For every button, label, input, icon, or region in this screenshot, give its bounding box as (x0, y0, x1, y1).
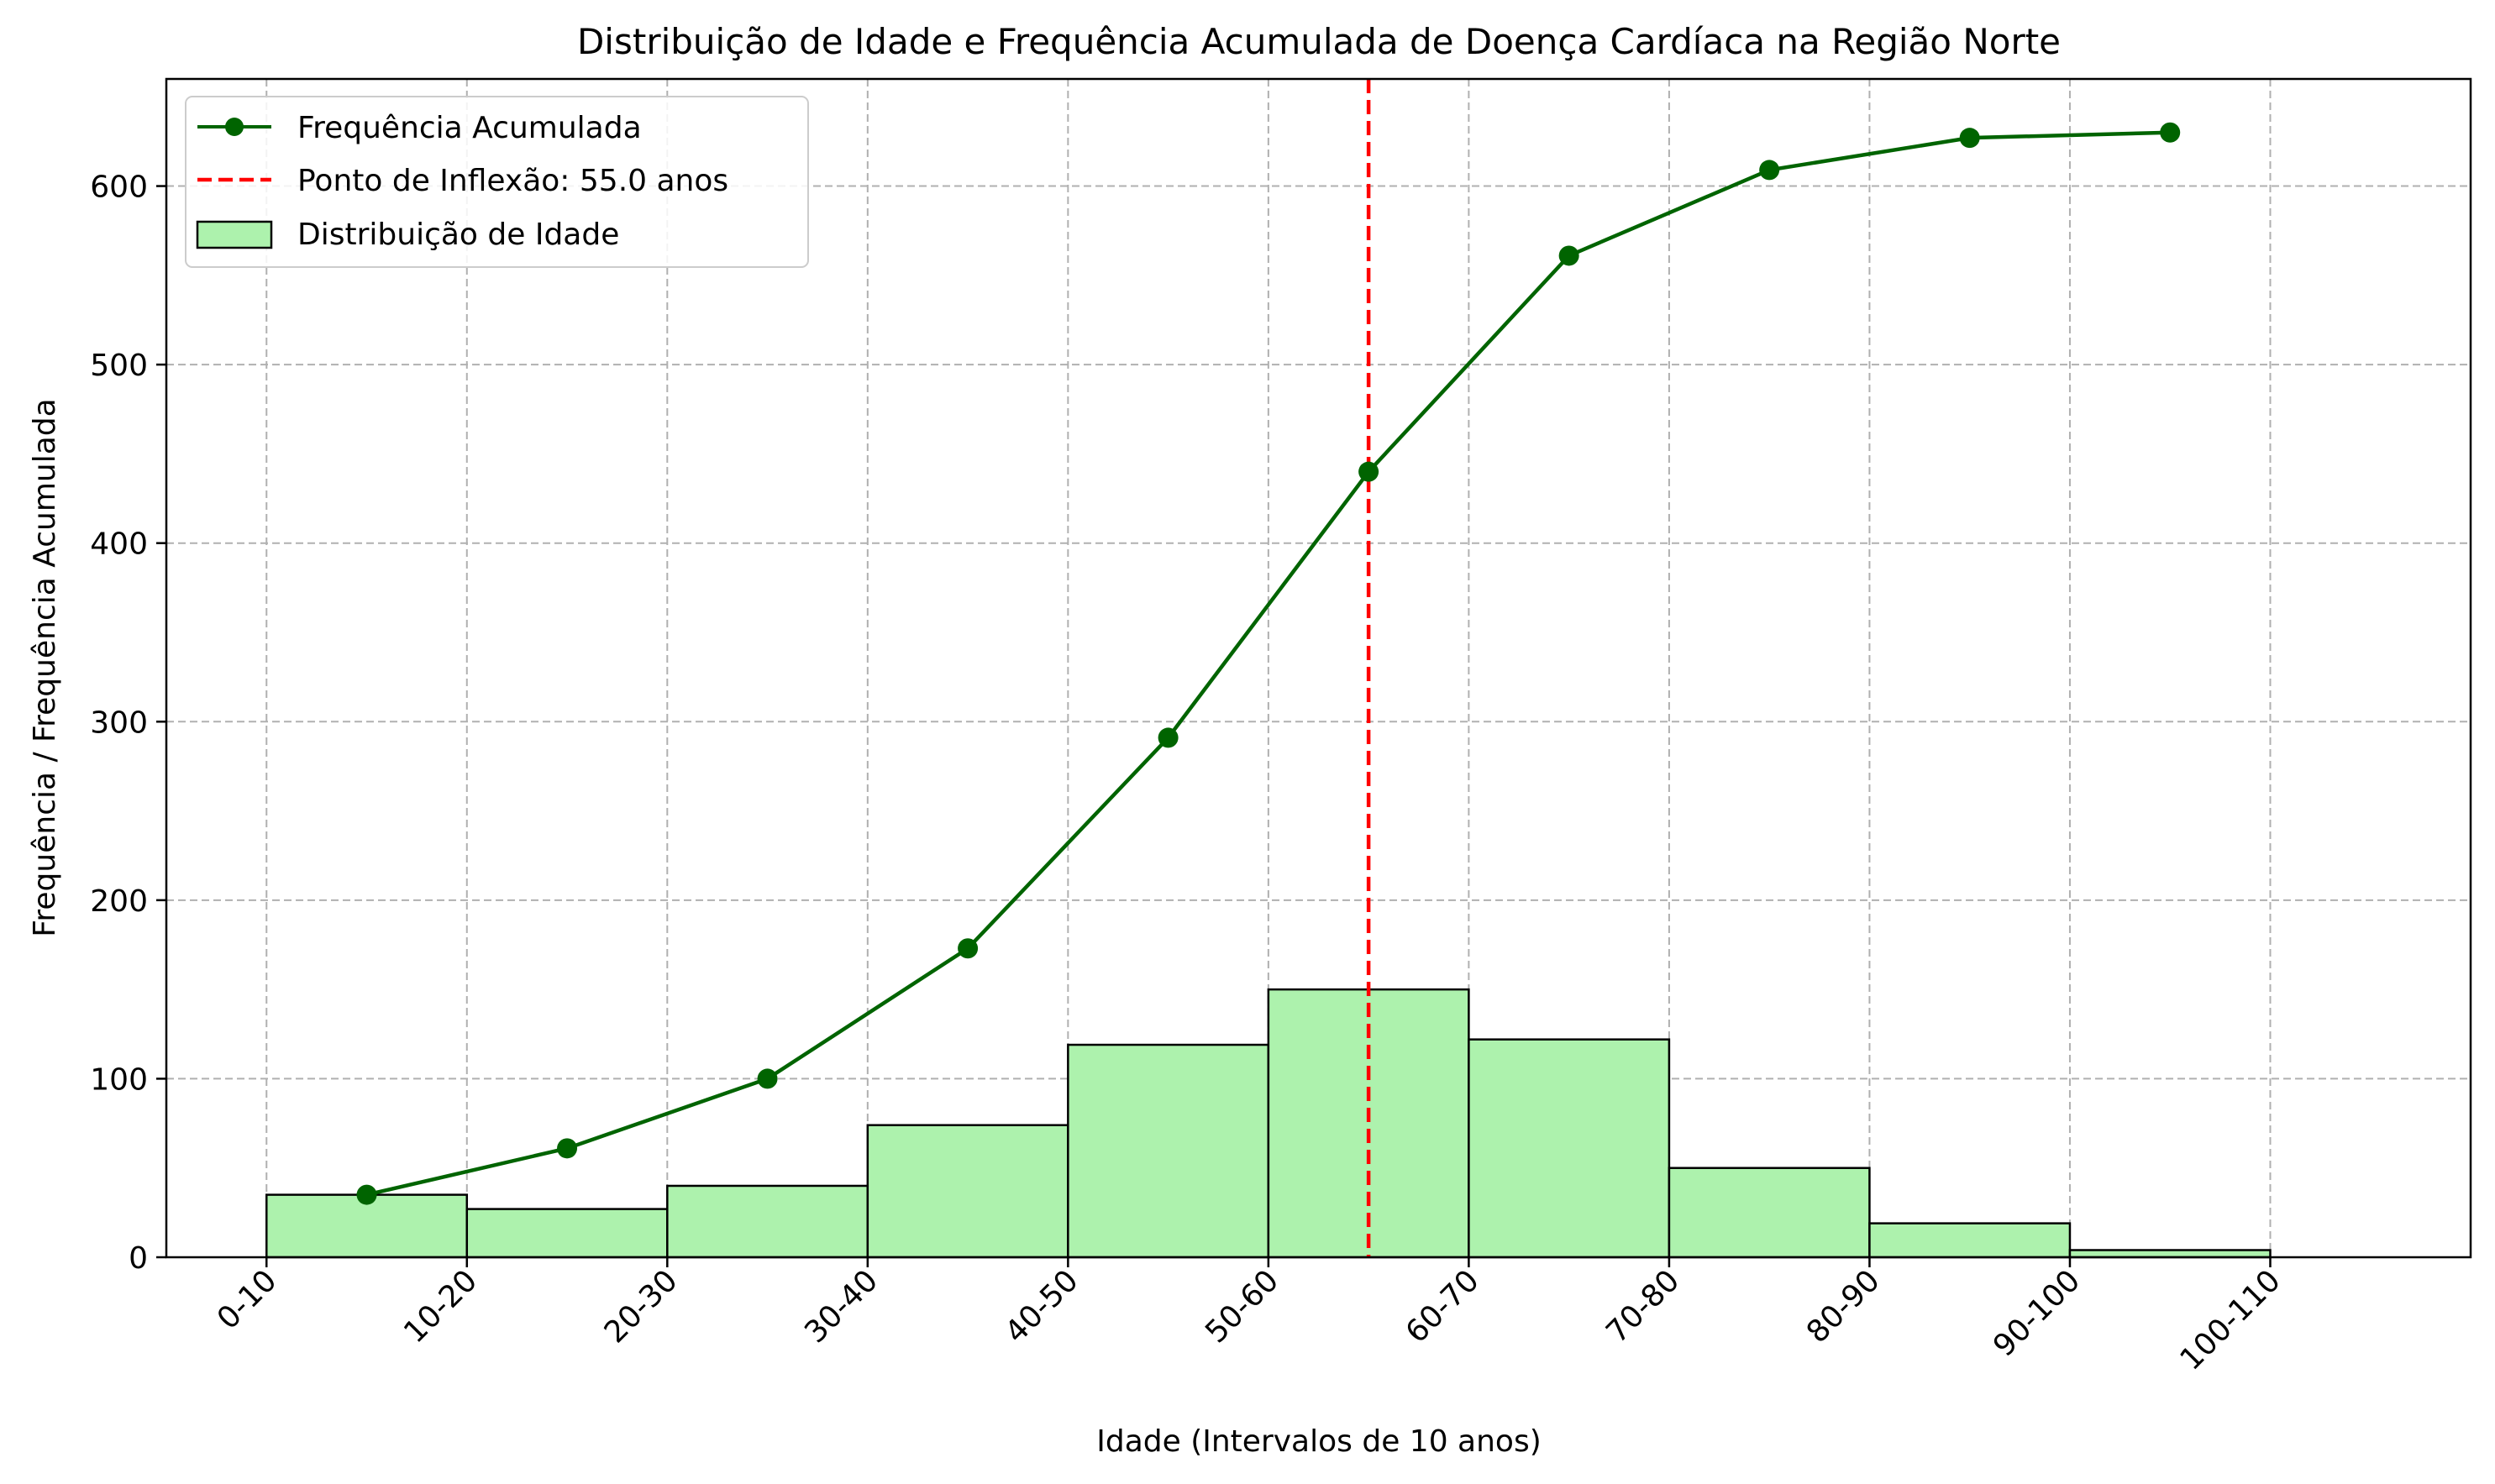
y-tick-label-6: 600 (90, 170, 148, 205)
cumulative-point-4 (1158, 727, 1179, 748)
x-tick-label-8: 80-90 (1800, 1263, 1887, 1350)
x-tick-label-4: 40-50 (999, 1263, 1085, 1350)
y-tick-label-2: 200 (90, 884, 148, 919)
x-tick-label-0: 0-10 (211, 1263, 284, 1336)
y-tick-label-1: 100 (90, 1062, 148, 1097)
x-axis: 0-10 10-20 20-30 30-40 40-50 50-60 60-70 70-80 8… (211, 1257, 2288, 1377)
legend-box (185, 96, 809, 268)
histogram-bar-7 (1668, 1167, 1871, 1259)
cumulative-point-6 (1558, 245, 1579, 266)
cumulative-point-8 (1959, 128, 1980, 149)
y-tick-label-0: 0 (129, 1241, 148, 1276)
cumulative-point-7 (1759, 160, 1780, 181)
histogram-bar-3 (866, 1124, 1069, 1259)
x-tick-label-5: 50-60 (1199, 1263, 1285, 1350)
x-tick-label-10: 100-110 (2173, 1263, 2287, 1377)
legend-histogram-label: Distribuição de Idade (297, 218, 619, 252)
cumulative-line (366, 130, 2171, 1197)
x-tick-label-7: 70-80 (1599, 1263, 1686, 1350)
legend-cumulative-label: Frequência Acumulada (297, 111, 642, 145)
y-tick-label-5: 500 (90, 349, 148, 383)
legend-cumulative-marker-icon (225, 118, 244, 136)
histogram-bar-2 (666, 1184, 869, 1259)
plot-area-frame (165, 77, 2472, 1259)
histogram-bars (265, 988, 2272, 1259)
x-tick-label-1: 10-20 (397, 1263, 484, 1350)
histogram-bar-9 (2068, 1249, 2272, 1259)
cumulative-point-5 (1358, 461, 1379, 482)
histogram-bar-8 (1868, 1222, 2072, 1259)
y-tick-label-4: 400 (90, 527, 148, 562)
x-axis-label: Idade (Intervalos de 10 anos) (1096, 1424, 1542, 1459)
cumulative-series (356, 122, 2181, 1205)
cumulative-point-1 (557, 1138, 578, 1159)
cumulative-point-0 (356, 1184, 377, 1205)
cumulative-point-2 (757, 1068, 778, 1089)
x-tick-label-2: 20-30 (598, 1263, 685, 1350)
y-axis-label: Frequência / Frequência Acumulada (28, 398, 62, 936)
y-axis: 0 100 200 300 400 500 600 (90, 170, 166, 1276)
legend: Frequência Acumulada Ponto de Inflexão: … (185, 96, 809, 268)
y-tick-label-3: 300 (90, 705, 148, 740)
cumulative-point-3 (958, 938, 979, 959)
x-tick-label-3: 30-40 (798, 1263, 885, 1350)
histogram-bar-1 (465, 1208, 669, 1259)
histogram-bar-4 (1067, 1043, 1270, 1259)
x-tick-label-9: 90-100 (1987, 1263, 2087, 1363)
chart-title: Distribuição de Idade e Frequência Acumu… (577, 21, 2061, 62)
legend-inflection-label: Ponto de Inflexão: 55.0 anos (297, 164, 728, 198)
legend-histogram-patch-icon (196, 220, 273, 249)
cumulative-point-9 (2160, 122, 2181, 143)
histogram-bar-6 (1468, 1038, 1671, 1259)
x-tick-label-6: 60-70 (1400, 1263, 1486, 1350)
